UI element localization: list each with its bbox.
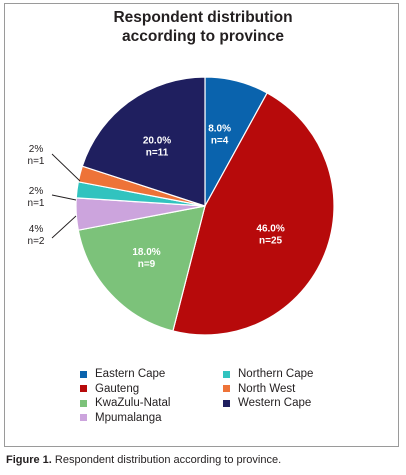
pie-slice-gauteng: [172, 92, 335, 336]
caption-label: Figure 1.: [6, 454, 52, 466]
pie-chart: 8.0%n=446.0%n=2518.0%n=94%n=22%n=12%n=12…: [28, 76, 335, 336]
chart-legend: Eastern Cape Northern Cape Gauteng North We…: [80, 367, 370, 425]
legend-swatch: [223, 399, 230, 407]
legend-item-gauteng: Gauteng: [80, 382, 223, 397]
legend-label: Eastern Cape: [95, 368, 166, 380]
slice-percent-label-western-cape: 20.0%: [143, 136, 171, 147]
slice-percent-label-eastern-cape: 8.0%: [208, 124, 231, 135]
chart-title: Respondent distribution according to pro…: [113, 9, 293, 45]
legend-item-north-west: North West: [223, 382, 363, 397]
leader-line-mpumalanga: [51, 215, 77, 239]
legend-label: Mpumalanga: [95, 411, 162, 424]
pie-slices: [75, 76, 335, 336]
figure-caption: Figure 1. Respondent distribution accord…: [6, 454, 281, 466]
slice-count-label-north-west: n=1: [28, 156, 45, 167]
legend-label: Northern Cape: [238, 368, 314, 380]
caption-text: Respondent distribution according to pro…: [51, 454, 282, 466]
legend-item-western-cape: Western Cape: [223, 396, 363, 411]
legend-label: North West: [238, 382, 296, 395]
slice-count-label-eastern-cape: n=4: [211, 136, 229, 147]
legend-label: Western Cape: [238, 397, 312, 409]
slice-labels: 8.0%n=446.0%n=2518.0%n=94%n=22%n=12%n=12…: [28, 124, 285, 271]
leader-lines: [51, 153, 81, 239]
legend-swatch: [80, 370, 87, 378]
slice-count-label-kwazulu-natal: n=9: [138, 259, 156, 270]
legend-swatch: [80, 385, 87, 393]
slice-percent-label-mpumalanga: 4%: [29, 224, 44, 235]
legend-label: Gauteng: [95, 382, 140, 395]
legend-swatch: [223, 385, 230, 393]
slice-count-label-northern-cape: n=1: [28, 198, 45, 209]
legend-item-eastern-cape: Eastern Cape: [80, 367, 223, 382]
legend-item-northern-cape: Northern Cape: [223, 367, 363, 382]
leader-line-northern-cape: [51, 194, 77, 201]
slice-percent-label-northern-cape: 2%: [29, 186, 44, 197]
slice-percent-label-north-west: 2%: [29, 144, 44, 155]
pie-slice-kwazulu-natal: [77, 205, 206, 332]
pie-slice-western-cape: [81, 76, 206, 207]
legend-swatch: [80, 414, 87, 422]
leader-line-north-west: [51, 153, 81, 182]
legend-swatch: [223, 370, 230, 378]
slice-percent-label-kwazulu-natal: 18.0%: [132, 247, 160, 258]
slice-percent-label-gauteng: 46.0%: [256, 224, 284, 235]
legend-swatch: [80, 399, 87, 407]
slice-count-label-western-cape: n=11: [146, 148, 169, 159]
slice-count-label-gauteng: n=25: [259, 236, 283, 247]
legend-item-mpumalanga: Mpumalanga: [80, 411, 223, 426]
legend-item-kwazulu-natal: KwaZulu-Natal: [80, 396, 223, 411]
legend-label: KwaZulu-Natal: [95, 397, 171, 409]
slice-count-label-mpumalanga: n=2: [28, 236, 45, 247]
